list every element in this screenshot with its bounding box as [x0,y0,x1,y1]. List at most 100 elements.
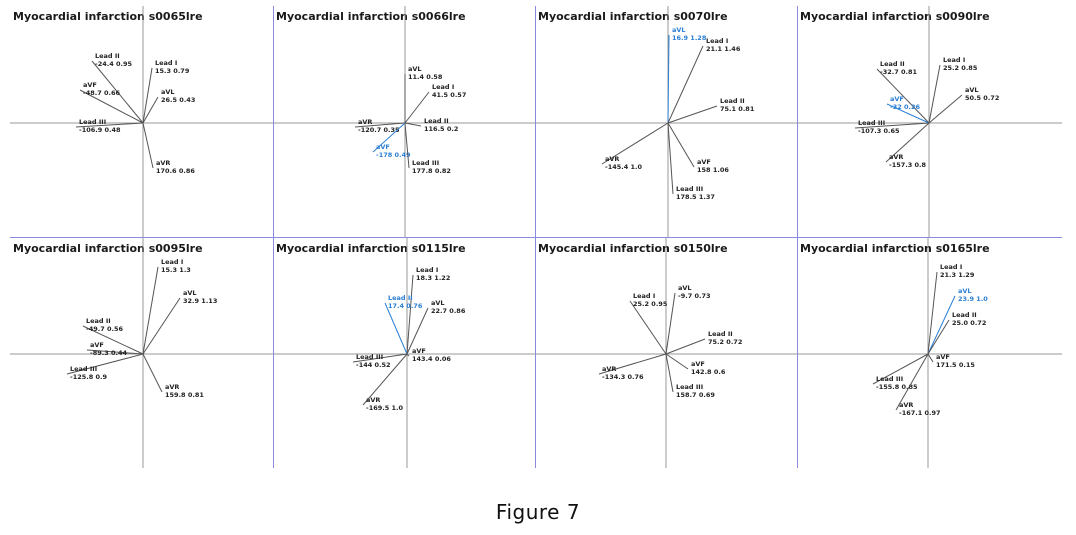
lead-name: aVR [358,118,372,126]
lead-vector [667,105,718,124]
lead-name: Lead I [706,37,728,45]
lead-vector [362,353,408,406]
vector-plot: Lead I15.3 0.79 Lead II-24.4 0.95 aVL26.5 … [10,6,273,238]
lead-name: Lead II [880,60,905,68]
lead-values: -107.3 0.65 [858,127,900,135]
lead-name: Lead I [633,292,655,300]
lead-values: 11.4 0.58 [408,73,443,81]
lead-vector [928,64,941,124]
panel-title: Myocardial infarction s0115lre [276,242,466,255]
lead-values: 25.2 0.85 [943,64,978,72]
lead-values: -169.5 1.0 [366,404,404,412]
lead-values: 16.9 1.28 [672,34,707,42]
lead-values: 23.9 1.0 [958,295,988,303]
lead-name: Lead II [86,317,111,325]
lead-values: 75.1 0.81 [720,105,755,113]
lead-values: -120.7 0.35 [358,126,400,134]
lead-values: 32.9 1.13 [183,297,217,305]
lead-vector [142,67,153,124]
lead-values: 18.3 1.22 [416,274,450,282]
lead-vector [66,353,144,375]
panel-title: Myocardial infarction s0070lre [538,10,728,23]
panel-title: Myocardial infarction s0150lre [538,242,728,255]
lead-vector [665,353,689,370]
panel-s0115lre: Myocardial infarction s0115lre Lead I 18.… [273,238,535,468]
lead-vector [854,122,930,129]
lead-name: Lead I [161,258,183,266]
lead-vector [406,274,414,355]
lead-name: Lead II [95,52,120,60]
lead-vector [404,91,430,124]
lead-values: -9.7 0.73 [678,292,711,300]
lead-values: -89.3 0.44 [90,349,128,357]
lead-values: -32 0.26 [890,103,921,111]
lead-vector [886,103,930,124]
lead-name: Lead III [356,353,383,361]
lead-vector [667,122,674,195]
lead-values: 50.5 0.72 [965,94,999,102]
lead-vector [75,122,144,128]
lead-name: aVL [161,88,175,96]
panel-divider [10,237,1062,238]
lead-values: 22.7 0.86 [431,307,466,315]
lead-vector [406,307,429,355]
panel-title: Myocardial infarction s0065lre [13,10,203,23]
lead-name: aVF [890,95,904,103]
lead-name: aVF [376,143,390,151]
lead-vector [876,68,930,124]
lead-values: 178.5 1.37 [676,193,715,201]
lead-name: Lead I [416,266,438,274]
lead-values: -155.8 0.85 [876,383,918,391]
lead-vector [885,122,930,163]
lead-vector [665,353,674,393]
lead-vector [667,34,670,124]
lead-values: 171.5 0.15 [936,361,975,369]
lead-name: aVL [183,289,197,297]
lead-vector [79,89,144,124]
lead-vector [404,122,410,169]
lead-values: 158.7 0.69 [676,391,715,399]
lead-values: 142.8 0.6 [691,368,726,376]
lead-vector [372,122,406,153]
lead-vector [667,122,695,168]
lead-values: 158 1.06 [697,166,729,174]
panel-s0066lre: Myocardial infarction s0066lre aVL 11.4 0… [273,6,535,238]
lead-name: aVL [965,86,979,94]
lead-name: Lead II [708,330,733,338]
lead-values: 26.5 0.43 [161,96,195,104]
lead-vector [927,353,934,363]
lead-vector [629,300,667,355]
lead-values: 116.5 0.2 [424,125,458,133]
lead-name: Lead I [432,83,454,91]
lead-name: Lead II [424,117,449,125]
panel-s0150lre: Myocardial infarction s0150lre aVL -9.7 0… [535,238,797,468]
panel-s0065lre: Myocardial infarction s0065lre Lead I 15.… [10,6,273,238]
lead-vector [91,60,144,124]
lead-values: 25.2 0.95 [633,300,668,308]
lead-name: aVR [899,401,913,409]
figure-grid: Myocardial infarction s0065lre Lead I 15.… [10,6,1062,468]
lead-name: aVR [889,153,903,161]
lead-values: 15.3 0.79 [155,67,190,75]
lead-values: 170.6 0.86 [156,167,195,175]
lead-vector [927,295,956,355]
lead-name: Lead III [876,375,903,383]
lead-vector [384,302,408,355]
lead-name: aVR [366,396,380,404]
lead-values: -106.9 0.48 [79,126,121,134]
lead-values: 159.8 0.81 [165,391,204,399]
lead-values: -49.7 0.56 [86,325,124,333]
lead-vector [404,122,422,127]
lead-values: -167.1 0.97 [899,409,941,417]
lead-name: Lead III [858,119,885,127]
lead-name: Lead III [676,185,703,193]
lead-name: aVL [431,299,445,307]
lead-vector [667,45,704,124]
lead-vector [142,353,163,393]
panel-s0090lre: Myocardial infarction s0090lre Lead I 25.… [797,6,1062,238]
lead-name: aVF [90,341,104,349]
lead-values: 21.3 1.29 [940,271,975,279]
